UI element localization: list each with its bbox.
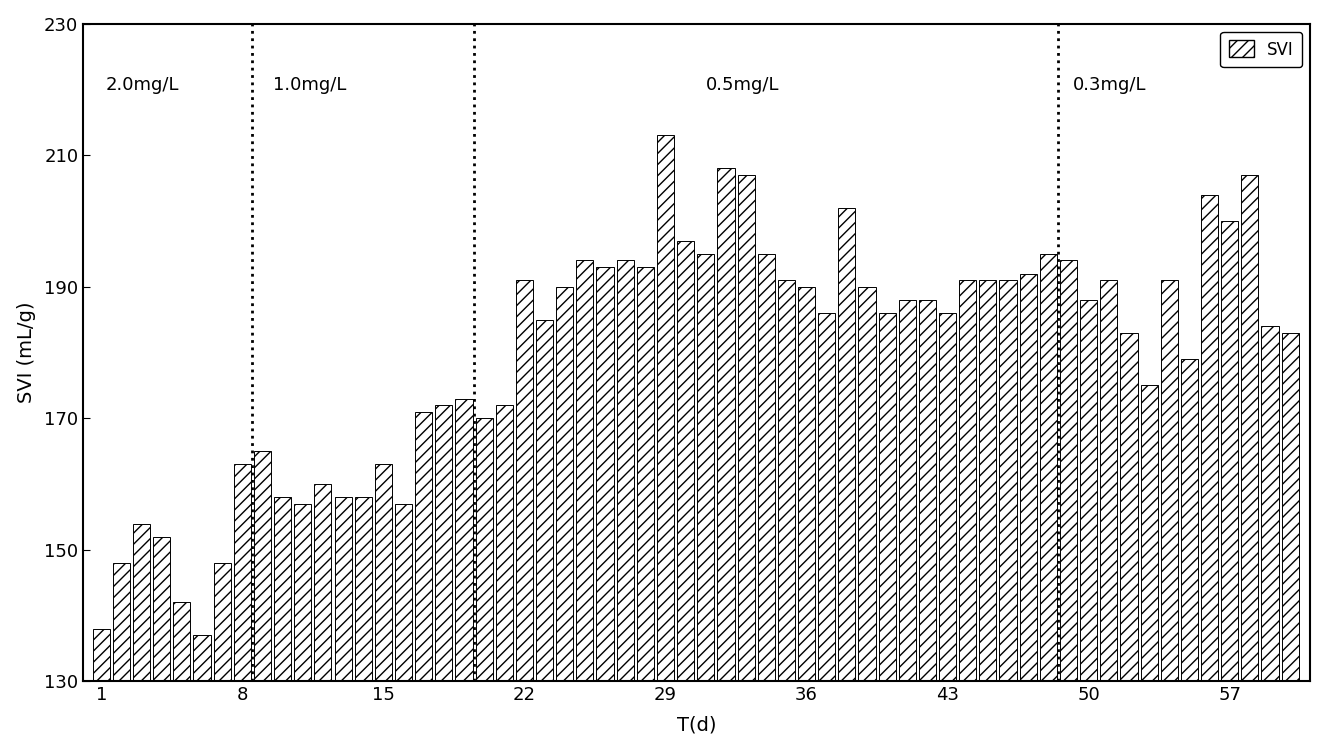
Bar <box>374 464 391 681</box>
Bar <box>253 451 271 681</box>
Bar <box>475 418 492 681</box>
X-axis label: T(d): T(d) <box>677 716 717 734</box>
Bar <box>1161 280 1178 681</box>
Y-axis label: SVI (mL/g): SVI (mL/g) <box>17 302 36 403</box>
Bar <box>918 300 936 681</box>
Bar <box>295 504 312 681</box>
Bar <box>1120 333 1137 681</box>
Bar <box>153 537 170 681</box>
Bar <box>819 313 835 681</box>
Bar <box>314 484 332 681</box>
Bar <box>758 254 775 681</box>
Bar <box>596 267 613 681</box>
Bar <box>617 261 634 681</box>
Text: 0.5mg/L: 0.5mg/L <box>706 77 779 95</box>
Bar <box>234 464 251 681</box>
Bar <box>1040 254 1056 681</box>
Bar <box>718 168 735 681</box>
Bar <box>1181 359 1198 681</box>
Bar <box>1141 385 1157 681</box>
Bar <box>778 280 795 681</box>
Bar <box>1241 175 1258 681</box>
Bar <box>275 497 291 681</box>
Text: 0.3mg/L: 0.3mg/L <box>1072 77 1147 95</box>
Bar <box>455 399 472 681</box>
Bar <box>93 629 110 681</box>
Text: 2.0mg/L: 2.0mg/L <box>105 77 179 95</box>
Bar <box>697 254 714 681</box>
Bar <box>435 405 453 681</box>
Bar <box>940 313 957 681</box>
Bar <box>738 175 755 681</box>
Bar <box>1060 261 1078 681</box>
Bar <box>415 412 433 681</box>
Bar <box>536 320 553 681</box>
Bar <box>1080 300 1097 681</box>
Bar <box>214 563 231 681</box>
Text: 1.0mg/L: 1.0mg/L <box>272 77 346 95</box>
Bar <box>1282 333 1299 681</box>
Bar <box>113 563 130 681</box>
Bar <box>194 635 211 681</box>
Bar <box>395 504 413 681</box>
Bar <box>979 280 997 681</box>
Bar <box>859 287 876 681</box>
Bar <box>1262 326 1279 681</box>
Bar <box>1201 195 1218 681</box>
Bar <box>576 261 593 681</box>
Bar <box>637 267 654 681</box>
Bar <box>334 497 352 681</box>
Bar <box>1221 221 1238 681</box>
Bar <box>839 208 856 681</box>
Bar <box>898 300 916 681</box>
Bar <box>496 405 512 681</box>
Bar <box>174 602 190 681</box>
Bar <box>677 241 694 681</box>
Bar <box>556 287 573 681</box>
Legend: SVI: SVI <box>1221 32 1302 67</box>
Bar <box>133 523 150 681</box>
Bar <box>1019 273 1036 681</box>
Bar <box>999 280 1016 681</box>
Bar <box>516 280 533 681</box>
Bar <box>798 287 815 681</box>
Bar <box>878 313 896 681</box>
Bar <box>354 497 372 681</box>
Bar <box>1100 280 1117 681</box>
Bar <box>959 280 977 681</box>
Bar <box>657 135 674 681</box>
